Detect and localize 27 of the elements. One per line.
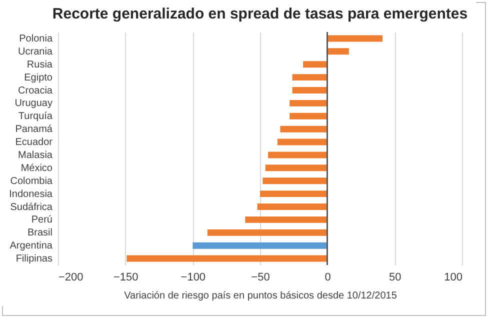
- y-tick-label: Turquía: [18, 111, 53, 122]
- y-tick-label: Indonesia: [9, 188, 53, 200]
- y-tick-label: México: [20, 162, 53, 174]
- y-tick-label: Rusia: [26, 59, 53, 70]
- x-tick-label: −150: [113, 272, 138, 284]
- y-tick-label: Malasia: [18, 150, 53, 161]
- y-tick-label: Brasil: [27, 228, 52, 239]
- y-tick-label: Croacia: [18, 85, 53, 96]
- y-tick-label: Filipinas: [16, 254, 52, 265]
- y-tick-label: Perú: [31, 214, 52, 226]
- y-tick-label: Sudáfrica: [10, 202, 53, 213]
- x-tick-label: −50: [251, 272, 270, 284]
- chart-title: Recorte generalizado en spread de tasas para emergentes: [52, 6, 468, 22]
- y-tick-label: Colombia: [10, 176, 53, 187]
- y-tick-label: Argentina: [10, 240, 53, 252]
- x-tick-label: −100: [180, 272, 206, 284]
- y-tick-label: Ecuador: [15, 137, 54, 148]
- y-tick-label: Egipto: [24, 72, 53, 84]
- x-tick-label: 0: [324, 272, 331, 284]
- x-tick-label: 50: [389, 272, 402, 284]
- x-axis-title: Variación de riesgo país en puntos básicos desde 10/12/2015: [124, 290, 398, 302]
- y-tick-label: Panamá: [15, 124, 53, 136]
- y-tick-label: Polonia: [19, 33, 53, 44]
- y-tick-label: Ucrania: [18, 46, 53, 58]
- x-tick-label: −200: [58, 272, 84, 284]
- x-tick-label: 100: [444, 272, 462, 284]
- y-tick-label: Uruguay: [14, 98, 52, 110]
